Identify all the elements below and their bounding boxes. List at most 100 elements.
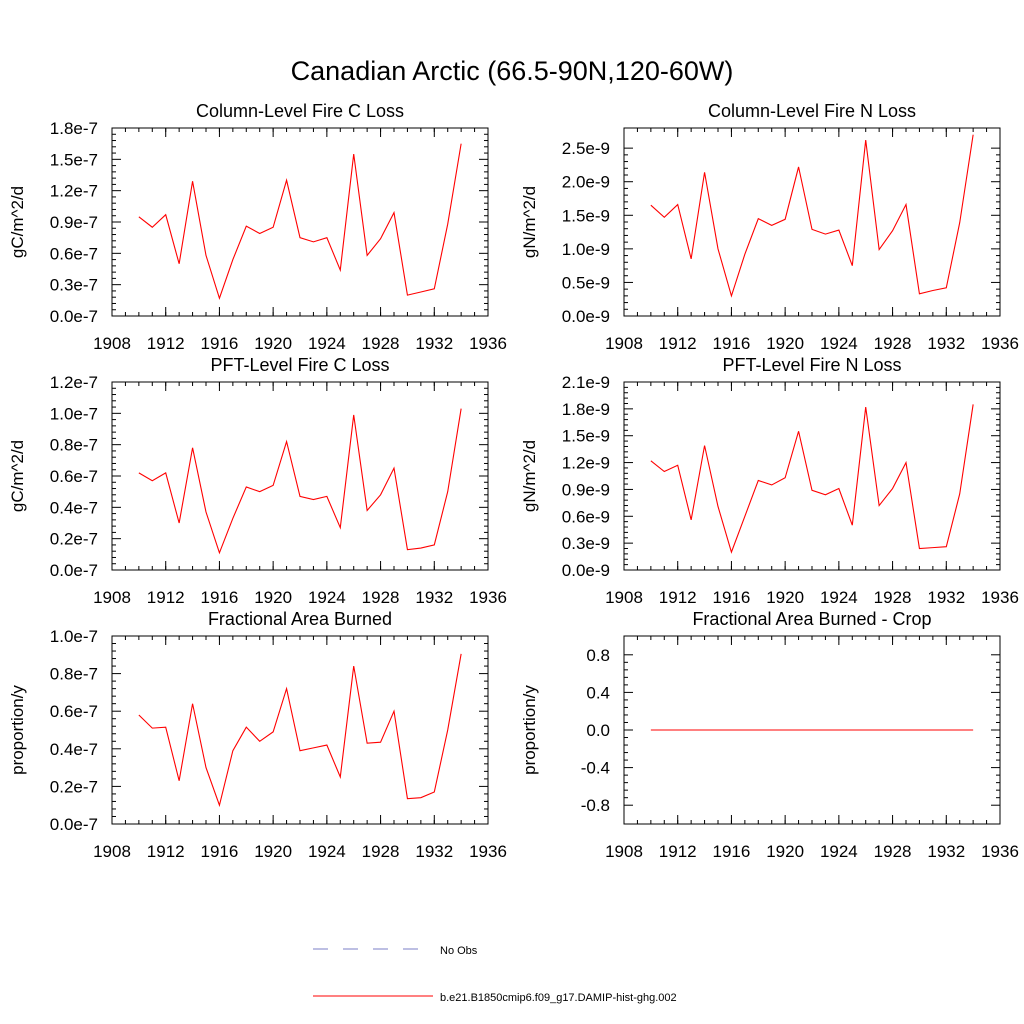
y-tick-label: 1.2e-7	[50, 182, 98, 201]
y-tick-label: 0.0e-7	[50, 561, 98, 580]
panel-title: Fractional Area Burned - Crop	[692, 609, 931, 629]
x-tick-label: 1928	[362, 842, 400, 861]
x-tick-label: 1912	[147, 334, 185, 353]
x-tick-label: 1920	[254, 588, 292, 607]
y-axis-label: gN/m^2/d	[520, 186, 539, 258]
y-tick-label: 0.9e-9	[562, 480, 610, 499]
y-tick-label: 1.2e-7	[50, 373, 98, 392]
y-tick-label: 0.2e-7	[50, 530, 98, 549]
y-tick-label: -0.4	[581, 759, 610, 778]
y-tick-label: 2.5e-9	[562, 139, 610, 158]
y-tick-label: 1.5e-7	[50, 150, 98, 169]
y-tick-label: 0.9e-7	[50, 213, 98, 232]
panels: Column-Level Fire C Loss gC/m^2/d 1908 1912…	[8, 101, 1019, 861]
x-tick-label: 1916	[713, 842, 751, 861]
x-tick-label: 1924	[820, 588, 858, 607]
x-tick-label: 1932	[415, 334, 453, 353]
chart-panel-pft-level-fire-c-loss: PFT-Level Fire C Loss gC/m^2/d 1908 1912 191…	[8, 355, 507, 607]
y-axis-label: proportion/y	[8, 685, 27, 775]
y-tick-label: 0.0	[586, 721, 610, 740]
y-tick-label: 1.2e-9	[562, 454, 610, 473]
y-tick-label: 0.6e-7	[50, 702, 98, 721]
chart-panel-fractional-area-burned-crop: Fractional Area Burned - Crop proportion/…	[520, 609, 1019, 861]
x-tick-label: 1924	[308, 334, 346, 353]
x-tick-label: 1908	[605, 842, 643, 861]
x-tick-label: 1928	[362, 588, 400, 607]
legend-model-label: b.e21.B1850cmip6.f09_g17.DAMIP-hist-ghg.…	[440, 992, 677, 1004]
y-tick-label: 0.4e-7	[50, 498, 98, 517]
y-tick-label: 0.6e-7	[50, 244, 98, 263]
series-line	[650, 404, 974, 554]
y-tick-label: 0.6e-7	[50, 467, 98, 486]
y-axis-label: proportion/y	[520, 685, 539, 775]
x-tick-label: 1936	[981, 588, 1019, 607]
y-tick-label: 1.5e-9	[562, 206, 610, 225]
x-tick-label: 1924	[308, 842, 346, 861]
chart-panel-column-level-fire-n-loss: Column-Level Fire N Loss gN/m^2/d 1908 1912…	[520, 101, 1019, 353]
series-line	[138, 653, 462, 808]
x-tick-label: 1936	[469, 842, 507, 861]
x-tick-label: 1936	[981, 842, 1019, 861]
x-tick-label: 1920	[254, 842, 292, 861]
panel-title: Column-Level Fire C Loss	[196, 101, 404, 121]
y-tick-label: 1.8e-7	[50, 119, 98, 138]
x-tick-label: 1924	[820, 842, 858, 861]
y-tick-label: 0.0e-7	[50, 307, 98, 326]
y-tick-label: 0.5e-9	[562, 273, 610, 292]
chart-panel-column-level-fire-c-loss: Column-Level Fire C Loss gC/m^2/d 1908 1912…	[8, 101, 507, 353]
x-tick-label: 1916	[201, 334, 239, 353]
y-tick-label: 2.1e-9	[562, 373, 610, 392]
x-tick-label: 1928	[362, 334, 400, 353]
y-tick-label: 0.8	[586, 646, 610, 665]
legend-no-obs-label: No Obs	[440, 945, 478, 957]
x-tick-label: 1924	[308, 588, 346, 607]
x-tick-label: 1908	[605, 588, 643, 607]
y-tick-label: 0.0e-7	[50, 815, 98, 834]
figure-title: Canadian Arctic (66.5-90N,120-60W)	[291, 56, 734, 86]
x-tick-label: 1912	[659, 334, 697, 353]
y-axis-label: gC/m^2/d	[8, 440, 27, 512]
x-tick-label: 1920	[766, 842, 804, 861]
x-tick-label: 1928	[874, 334, 912, 353]
x-tick-label: 1916	[201, 588, 239, 607]
x-tick-label: 1932	[415, 588, 453, 607]
x-tick-label: 1908	[93, 842, 131, 861]
y-tick-label: 0.6e-9	[562, 507, 610, 526]
x-tick-label: 1912	[147, 588, 185, 607]
series-line	[138, 408, 462, 555]
plot-frame	[111, 127, 489, 317]
y-axis-label: gC/m^2/d	[8, 186, 27, 258]
y-tick-label: 0.0e-9	[562, 307, 610, 326]
plot-frame	[111, 635, 489, 825]
x-tick-label: 1936	[469, 588, 507, 607]
x-tick-label: 1912	[659, 842, 697, 861]
y-tick-label: 0.8e-7	[50, 665, 98, 684]
x-tick-label: 1920	[254, 334, 292, 353]
x-tick-label: 1916	[201, 842, 239, 861]
y-tick-label: 1.0e-9	[562, 240, 610, 259]
x-tick-label: 1912	[147, 842, 185, 861]
y-tick-label: 0.0e-9	[562, 561, 610, 580]
x-tick-label: 1908	[93, 588, 131, 607]
x-tick-label: 1932	[927, 842, 965, 861]
x-tick-label: 1916	[713, 334, 751, 353]
panel-title: PFT-Level Fire C Loss	[210, 355, 389, 375]
x-tick-label: 1932	[415, 842, 453, 861]
x-tick-label: 1936	[469, 334, 507, 353]
y-tick-label: 0.3e-9	[562, 534, 610, 553]
series-line	[650, 134, 974, 298]
series-line	[138, 143, 462, 300]
legend: No Obs b.e21.B1850cmip6.f09_g17.DAMIP-hi…	[313, 945, 677, 1004]
y-tick-label: 0.3e-7	[50, 276, 98, 295]
x-tick-label: 1924	[820, 334, 858, 353]
x-tick-label: 1932	[927, 588, 965, 607]
panel-title: Fractional Area Burned	[208, 609, 392, 629]
x-tick-label: 1928	[874, 842, 912, 861]
plot-frame	[111, 381, 489, 571]
x-tick-label: 1908	[605, 334, 643, 353]
y-tick-label: 1.0e-7	[50, 627, 98, 646]
x-tick-label: 1912	[659, 588, 697, 607]
y-tick-label: 1.0e-7	[50, 404, 98, 423]
x-tick-label: 1908	[93, 334, 131, 353]
x-tick-label: 1928	[874, 588, 912, 607]
